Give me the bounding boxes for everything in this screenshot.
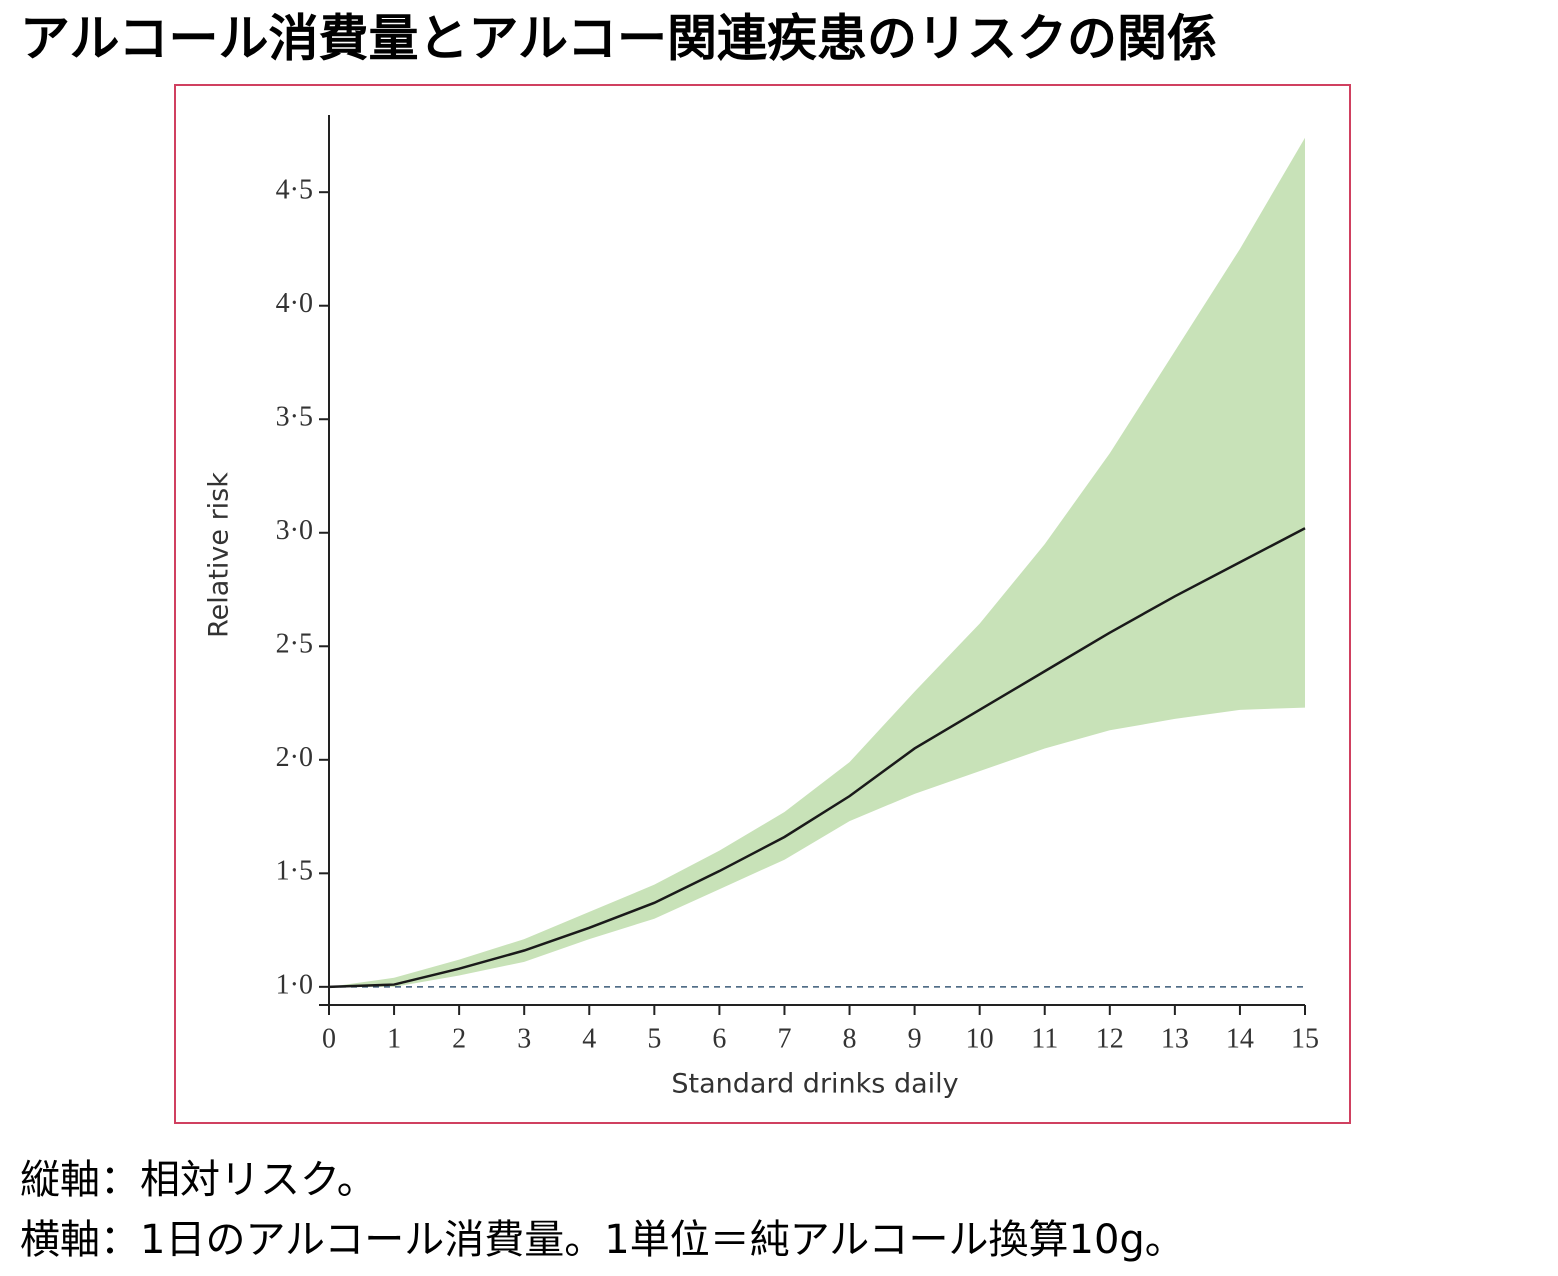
x-tick-label: 10 xyxy=(966,1023,994,1054)
y-tick-label: 2·0 xyxy=(276,742,313,773)
chart-frame xyxy=(174,84,1351,1124)
x-tick-label: 6 xyxy=(712,1023,726,1054)
y-axis-label: Relative risk xyxy=(204,472,235,638)
y-tick-label: 3·5 xyxy=(276,402,313,433)
y-tick-label: 4·0 xyxy=(276,288,313,319)
x-tick-label: 1 xyxy=(387,1023,401,1054)
page-title: アルコール消費量とアルコー関連疾患のリスクの関係 xyxy=(20,10,1217,68)
x-tick-label: 0 xyxy=(322,1023,336,1054)
x-tick-label: 4 xyxy=(582,1023,596,1054)
x-tick-label: 2 xyxy=(452,1023,466,1054)
y-tick-label: 4·5 xyxy=(276,175,313,206)
x-axis-label: Standard drinks daily xyxy=(671,1069,958,1100)
y-tick-label: 1·0 xyxy=(276,969,313,1000)
x-tick-label: 3 xyxy=(517,1023,531,1054)
x-tick-label: 15 xyxy=(1291,1023,1319,1054)
x-tick-label: 7 xyxy=(777,1023,791,1054)
y-tick-label: 1·5 xyxy=(276,856,313,887)
x-tick-label: 8 xyxy=(843,1023,857,1054)
x-tick-label: 13 xyxy=(1161,1023,1189,1054)
note: 縦軸：相対リスク。 xyxy=(20,1157,377,1203)
note: 横軸：1日のアルコール消費量。1単位＝純アルコール換算10g。 xyxy=(20,1217,1185,1263)
x-tick-label: 12 xyxy=(1096,1023,1124,1054)
y-tick-label: 3·0 xyxy=(276,515,313,546)
x-tick-label: 5 xyxy=(647,1023,661,1054)
risk-line xyxy=(328,527,1306,989)
x-tick-label: 14 xyxy=(1226,1023,1254,1054)
x-tick-label: 11 xyxy=(1031,1023,1058,1054)
ci-band xyxy=(329,137,1305,987)
x-tick-label: 9 xyxy=(908,1023,922,1054)
y-tick-label: 2·5 xyxy=(276,629,313,660)
